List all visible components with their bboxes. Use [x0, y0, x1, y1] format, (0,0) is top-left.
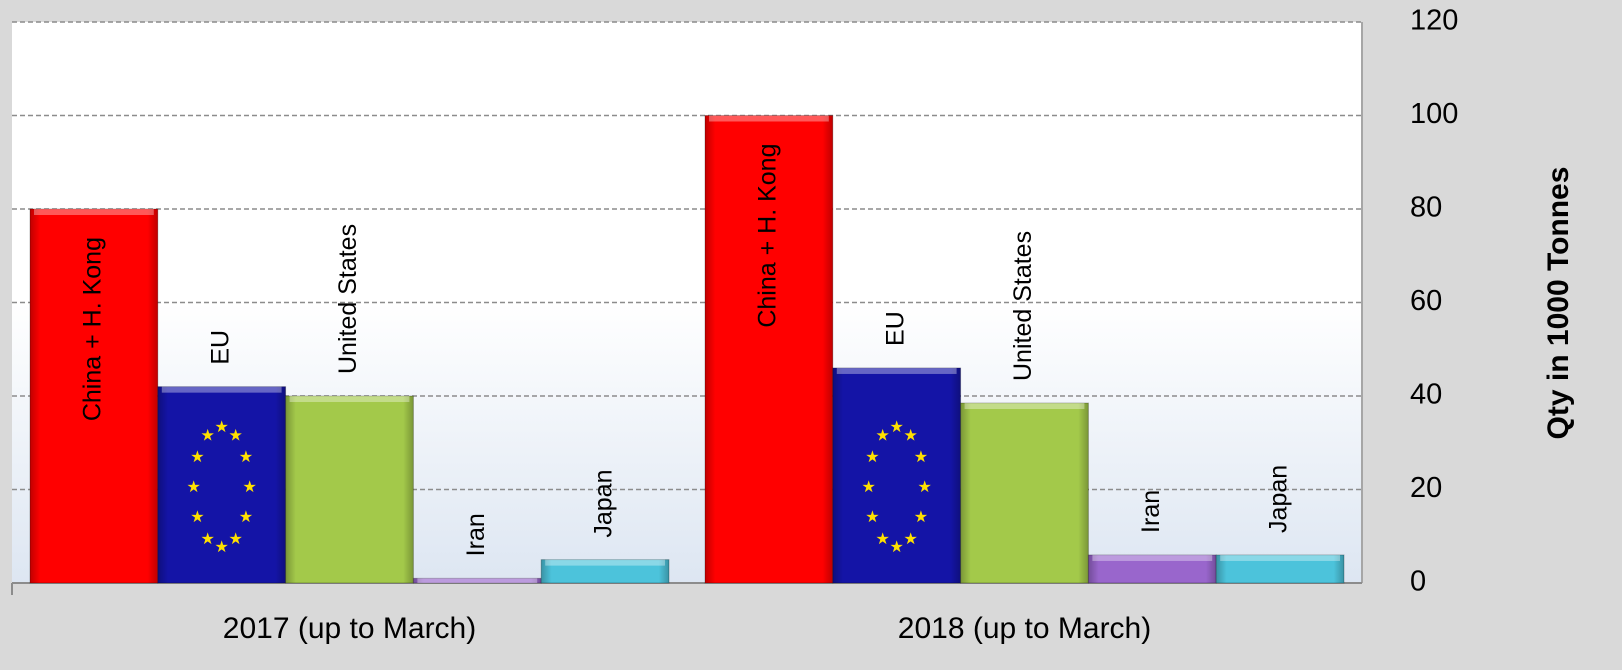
bar-cap — [161, 386, 282, 393]
eu-star: ★ — [215, 419, 229, 436]
bar-shade — [285, 396, 414, 583]
bar-cap — [289, 396, 410, 402]
bar-cap — [545, 559, 665, 566]
y-tick-label: 60 — [1410, 285, 1442, 317]
eu-star: ★ — [904, 427, 918, 444]
bar-cap — [1220, 554, 1340, 561]
x-tick-label: 2018 (up to March) — [898, 612, 1151, 645]
eu-star: ★ — [904, 531, 918, 548]
eu-star: ★ — [876, 427, 890, 444]
bar-label: China + H. Kong — [79, 237, 107, 421]
bar-label: Japan — [590, 470, 618, 538]
eu-star: ★ — [862, 479, 876, 496]
eu-star: ★ — [243, 479, 257, 496]
eu-star: ★ — [865, 449, 879, 466]
eu-star: ★ — [215, 539, 229, 556]
eu-star: ★ — [201, 531, 215, 548]
y-tick-label: 100 — [1410, 98, 1458, 130]
eu-star: ★ — [201, 427, 215, 444]
bar-shade — [30, 209, 158, 583]
y-tick-label: 120 — [1410, 5, 1458, 37]
bar-shade — [705, 115, 833, 583]
y-tick-label: 0 — [1410, 566, 1426, 598]
x-tick-label: 2017 (up to March) — [223, 612, 476, 645]
bar-shade — [1088, 554, 1217, 583]
bar-shade — [960, 403, 1089, 583]
bar-shade — [832, 367, 961, 583]
y-tick-label: 80 — [1410, 192, 1442, 224]
bar-shade — [413, 578, 542, 583]
bar-shade — [1216, 554, 1344, 583]
eu-star: ★ — [914, 509, 928, 526]
bar-label: United States — [1009, 231, 1037, 381]
bar-cap — [964, 403, 1085, 410]
eu-star: ★ — [918, 479, 932, 496]
bar-shade — [157, 386, 286, 583]
y-tick-label: 20 — [1410, 472, 1442, 504]
bar-label: United States — [334, 224, 362, 374]
bar-cap — [836, 367, 957, 374]
eu-star: ★ — [914, 449, 928, 466]
eu-star: ★ — [876, 531, 890, 548]
eu-star: ★ — [190, 449, 204, 466]
bar-cap — [417, 578, 538, 583]
bar-label: China + H. Kong — [754, 144, 782, 328]
bar-label: Iran — [462, 513, 490, 556]
bar-label: Japan — [1265, 465, 1293, 533]
eu-star: ★ — [890, 539, 904, 556]
eu-star: ★ — [229, 531, 243, 548]
bar-cap — [709, 115, 829, 122]
eu-star: ★ — [239, 449, 253, 466]
bar-label: EU — [206, 330, 234, 365]
bar-label: Iran — [1137, 490, 1165, 533]
bar-label: EU — [881, 311, 909, 346]
y-tick-label: 40 — [1410, 379, 1442, 411]
bar-shade — [541, 559, 669, 583]
bar-cap — [1092, 554, 1213, 561]
eu-star: ★ — [239, 509, 253, 526]
eu-star: ★ — [229, 427, 243, 444]
eu-star: ★ — [865, 509, 879, 526]
eu-star: ★ — [190, 509, 204, 526]
eu-star: ★ — [890, 419, 904, 436]
bar-cap — [34, 209, 154, 215]
y-axis-title: Qty in 1000 Tonnes — [1542, 167, 1575, 440]
eu-star: ★ — [187, 479, 201, 496]
